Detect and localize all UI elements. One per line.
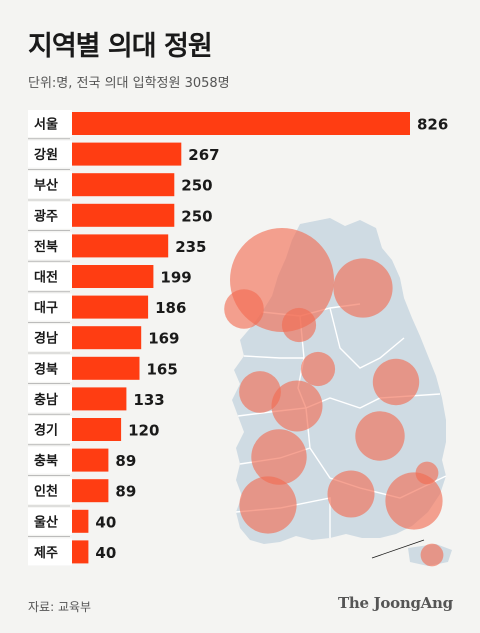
value-label: 165 [147, 360, 178, 378]
bar [72, 509, 89, 533]
value-label: 250 [181, 177, 212, 195]
bar-chart: 서울 826 강원 267 부산 250 광주 250 전북 235 대전 199 대구 186 경남 169… [28, 110, 452, 567]
bar [72, 479, 109, 503]
category-label: 광주 [34, 209, 58, 224]
region-bubble-7 [355, 411, 405, 461]
row-label-bg [28, 201, 72, 229]
value-label: 199 [160, 269, 191, 287]
bar [72, 326, 142, 350]
value-label: 267 [188, 146, 219, 164]
region-bubble-11 [224, 289, 264, 329]
value-label: 133 [133, 391, 164, 409]
region-bubbles [224, 228, 444, 567]
category-label: 서울 [34, 117, 58, 133]
chart-title: 지역별 의대 정원 [28, 31, 213, 62]
value-label: 120 [128, 422, 159, 440]
row-label-bg [28, 416, 72, 443]
row-label-bg [28, 538, 72, 566]
row-label-bg [28, 171, 72, 199]
region-bubble-3 [385, 472, 443, 530]
bar [72, 265, 154, 288]
jeju-separator-line [371, 539, 425, 559]
bar [72, 295, 149, 319]
category-label: 전북 [34, 239, 58, 255]
bar [72, 173, 175, 197]
value-label: 250 [181, 207, 212, 225]
category-label: 대구 [34, 301, 58, 316]
category-label: 경북 [34, 361, 58, 377]
bar [72, 112, 410, 135]
region-bubble-14 [415, 461, 439, 485]
row-label-bg [28, 446, 72, 474]
region-bubble-15 [420, 543, 444, 567]
row-label-bg [28, 324, 72, 352]
region-bubble-9 [372, 358, 420, 406]
row-label-bg [28, 477, 72, 505]
value-label: 186 [155, 299, 186, 317]
value-label: 89 [115, 452, 136, 470]
value-label: 826 [417, 116, 448, 134]
value-label: 40 [95, 513, 116, 531]
region-bubble-2 [333, 258, 393, 318]
category-label: 경기 [34, 423, 58, 439]
bar [72, 387, 127, 411]
bar [72, 356, 140, 380]
bar [72, 142, 182, 166]
region-bubble-5 [251, 429, 307, 485]
row-label-bg [28, 293, 72, 321]
value-label: 40 [95, 544, 116, 562]
category-label: 부산 [34, 178, 58, 194]
value-label: 235 [175, 238, 206, 256]
bar [72, 540, 89, 564]
row-label-bg [28, 232, 72, 260]
value-label: 169 [148, 330, 179, 348]
region-bubble-4 [239, 476, 297, 534]
region-bubble-12 [300, 351, 336, 387]
category-label: 인천 [34, 484, 58, 500]
row-label-bg [28, 110, 72, 137]
row-label-bg [28, 507, 72, 535]
row-label-bg [28, 263, 72, 290]
category-label: 대전 [34, 270, 58, 286]
region-bubble-6 [271, 380, 323, 432]
chart-subtitle: 단위:명, 전국 의대 입학정원 3058명 [28, 76, 230, 91]
bar [72, 418, 122, 441]
chart-area: 서울 826 강원 267 부산 250 광주 250 전북 235 대전 199 대구 186 경남 169… [0, 108, 480, 578]
source-note: 자료: 교육부 [28, 600, 92, 614]
category-label: 충남 [34, 392, 58, 408]
bar [72, 203, 175, 227]
region-bubble-10 [239, 371, 281, 413]
value-label: 89 [115, 483, 136, 501]
category-label: 경남 [34, 331, 58, 347]
row-label-bg [28, 140, 72, 168]
category-label: 강원 [34, 147, 58, 163]
category-label: 울산 [34, 514, 58, 530]
category-label: 충북 [34, 453, 58, 469]
publisher-logo: The JoongAng [338, 594, 453, 612]
category-label: 제주 [34, 546, 58, 561]
row-label-bg [28, 385, 72, 413]
region-bubble-8 [327, 470, 375, 518]
row-label-bg [28, 354, 72, 382]
bar [72, 448, 109, 472]
bar-rows: 서울 826 강원 267 부산 250 광주 250 전북 235 대전 199 대구 186 경남 169… [28, 110, 448, 566]
region-bubble-13 [281, 307, 317, 343]
bar [72, 234, 169, 258]
